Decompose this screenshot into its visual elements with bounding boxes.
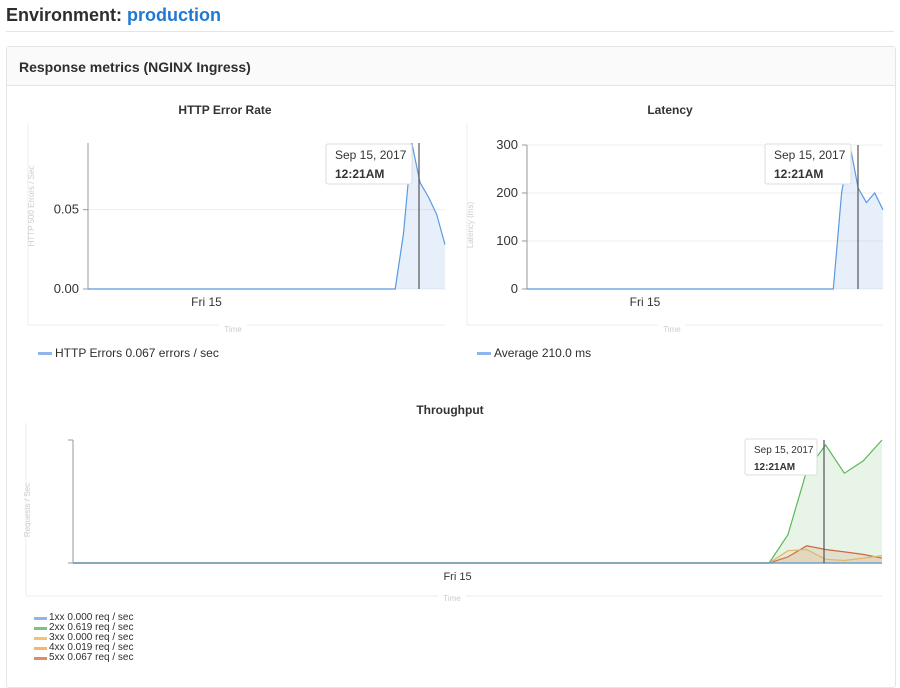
x-tick-label: Fri 15 (443, 571, 471, 583)
panel-title: Response metrics (NGINX Ingress) (7, 47, 895, 86)
legend-latency: Average 210.0 ms (477, 346, 591, 360)
legend-3xx: 3xx 0.000 req / sec (34, 633, 134, 643)
axis-label-bg (658, 324, 686, 334)
axis-label-bg (219, 324, 247, 334)
page-title: Environment: production (6, 5, 222, 25)
tooltip-date: Sep 15, 2017 (335, 148, 407, 162)
x-tick-label: Fri 15 (630, 295, 661, 309)
divider (6, 31, 894, 32)
x-axis-label: Time (663, 325, 681, 334)
legend-swatch (38, 351, 52, 355)
tooltip-date: Sep 15, 2017 (774, 148, 846, 162)
y-tick-label: 0.05 (54, 202, 79, 217)
metrics-charts: HTTP Error Rate 0.00 0.05 Fri 15 Time HTTP 50… (23, 103, 884, 603)
tooltip-time: 12:21AM (774, 167, 823, 181)
series-area-average (527, 145, 883, 289)
tooltip-time: 12:21AM (335, 167, 384, 181)
series-line-5xx (73, 545, 883, 564)
legend-1xx: 1xx 0.000 req / sec (34, 613, 134, 623)
y-tick-label: 100 (496, 233, 518, 248)
tooltip-box (744, 438, 818, 476)
series-area-4xx (73, 549, 882, 563)
series-area-5xx (73, 545, 882, 563)
y-tick-label: 0 (511, 281, 518, 296)
x-tick-label: Fri 15 (191, 295, 222, 309)
y-axis-label: Requests / Sec (23, 483, 32, 537)
legend-swatch (477, 351, 491, 355)
y-tick-label: 0.00 (54, 281, 79, 296)
tooltip-box (764, 143, 852, 185)
y-axis-label: Latency (ms) (466, 202, 475, 249)
legend-4xx: 4xx 0.019 req / sec (34, 643, 134, 653)
series-area-http-errors (88, 143, 445, 289)
series-line-4xx (73, 548, 883, 564)
series-area-2xx (73, 440, 882, 563)
chart-title: HTTP Error Rate (178, 103, 271, 117)
environment-link[interactable]: production (127, 5, 222, 25)
throughput-legend: 1xx 0.000 req / sec 2xx 0.619 req / sec … (34, 613, 134, 663)
legend-http-errors: HTTP Errors 0.067 errors / sec (38, 346, 219, 360)
tooltip-date: Sep 15, 2017 (754, 445, 814, 456)
axis-label-bg (438, 593, 466, 603)
x-axis-label: Time (224, 325, 242, 334)
chart-title: Latency (647, 103, 693, 117)
series-line-http-errors (88, 142, 446, 290)
x-axis-label: Time (443, 594, 461, 603)
tooltip-box (325, 143, 413, 185)
chart-title: Throughput (416, 403, 483, 417)
tooltip-time: 12:21AM (754, 462, 795, 473)
legend-2xx: 2xx 0.619 req / sec (34, 623, 134, 633)
y-tick-label: 200 (496, 185, 518, 200)
series-line-average (527, 144, 884, 290)
legend-5xx: 5xx 0.067 req / sec (34, 653, 134, 663)
y-tick-label: 300 (496, 137, 518, 152)
y-axis-label: HTTP 500 Errors / Sec (27, 166, 36, 247)
